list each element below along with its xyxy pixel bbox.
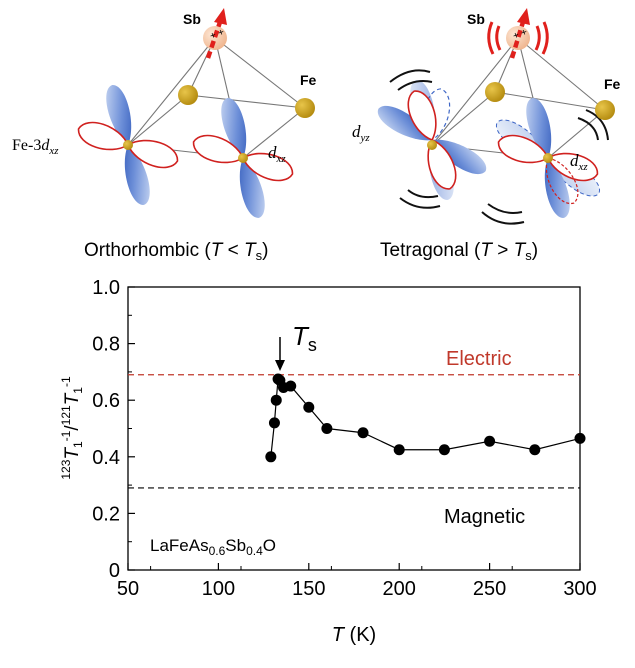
sb-atom (203, 26, 227, 50)
reference-lines (128, 374, 580, 489)
tetragonal-panel: + + Sb Fe dyz dxz Tetragonal (T > Ts) (352, 8, 621, 263)
ref-label-electric: Electric (446, 348, 512, 370)
data-point (484, 435, 496, 447)
displacement-arrow-icon (205, 8, 227, 59)
fe-atom (123, 140, 133, 150)
orbital-label-dxz: dxz (570, 151, 588, 173)
dyz-orbital-fluctuating (373, 77, 491, 203)
x-tick-label: 150 (292, 578, 325, 600)
ts-annotation: Ts (275, 321, 317, 371)
dxz-orbital-fluctuating (494, 95, 602, 221)
atom-label-sb: Sb (467, 11, 485, 27)
y-tick-label: 0 (109, 560, 120, 582)
atom-label-sb: Sb (183, 11, 201, 27)
sample-label: LaFeAs0.6Sb0.4O (150, 536, 276, 558)
data-point (321, 423, 333, 434)
data-point (574, 432, 586, 444)
plus-charge: + + (512, 27, 529, 42)
fe-atom (543, 153, 553, 163)
data-point (270, 394, 282, 406)
atom-label-fe: Fe (300, 72, 317, 88)
caption-tetragonal: Tetragonal (T > Ts) (380, 240, 538, 263)
orthorhombic-panel: + + Sb Fe Fe-3dxz dxz Orthorhombic (T < … (12, 8, 317, 263)
svg-text:Ts: Ts (292, 321, 317, 355)
x-tick-label: 250 (473, 578, 506, 600)
fe-atom (485, 82, 505, 102)
y-axis-label: 123T1-1/121T1-1 (59, 376, 85, 480)
plus-charge: + + (209, 27, 226, 42)
orbital-label-main: Fe-3dxz (12, 137, 59, 157)
data-point (268, 417, 280, 429)
displacement-arrow-icon (509, 8, 530, 59)
vibration-icon (487, 21, 549, 55)
sb-atom (506, 26, 530, 50)
caption-orthorhombic: Orthorhombic (T < Ts) (84, 240, 268, 263)
axis-ticks: 50 100 150 200 250 300 0 0.2 0.4 0.6 0.8 1.0 (92, 277, 597, 600)
data-point (303, 401, 315, 413)
x-tick-label: 300 (563, 578, 596, 600)
orbital-label-dxz: dxz (268, 143, 286, 165)
fe-atom (238, 153, 248, 163)
x-tick-label: 50 (117, 578, 139, 600)
data-point (529, 444, 541, 456)
fluctuation-arcs-icon (389, 69, 609, 225)
fe-atom (178, 85, 198, 105)
fe-atom (427, 140, 437, 150)
ref-label-magnetic: Magnetic (444, 506, 525, 528)
data-series (265, 373, 586, 463)
y-tick-label: 0.2 (92, 503, 120, 525)
y-tick-label: 0.8 (92, 334, 120, 356)
data-point (285, 380, 297, 392)
y-tick-label: 0.6 (92, 390, 120, 412)
data-point (357, 427, 369, 439)
x-tick-label: 100 (202, 578, 235, 600)
fe-atom (595, 100, 615, 120)
chart: 50 100 150 200 250 300 0 0.2 0.4 0.6 0.8 1.0 Electr… (59, 277, 597, 646)
y-tick-label: 0.4 (92, 447, 120, 469)
fe-atom (295, 98, 315, 118)
data-point (265, 451, 277, 463)
atom-label-fe: Fe (604, 76, 621, 92)
x-tick-label: 200 (383, 578, 416, 600)
data-point (438, 444, 450, 456)
orbital-label-dyz: dyz (352, 122, 370, 144)
x-axis-label: T (K) (332, 624, 376, 646)
y-tick-label: 1.0 (92, 277, 120, 299)
data-point (393, 444, 405, 456)
